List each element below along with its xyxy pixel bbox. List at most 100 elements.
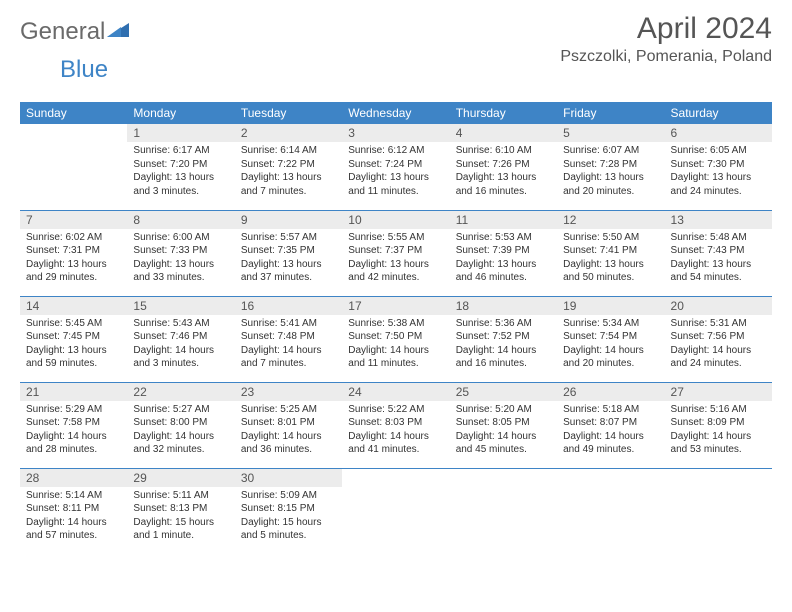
day-body: Sunrise: 5:27 AMSunset: 8:00 PMDaylight:… xyxy=(127,401,234,461)
day-body: Sunrise: 5:16 AMSunset: 8:09 PMDaylight:… xyxy=(665,401,772,461)
sunset-text: Sunset: 7:52 PM xyxy=(456,330,551,344)
day-number: 16 xyxy=(235,297,342,315)
day-body: Sunrise: 6:05 AMSunset: 7:30 PMDaylight:… xyxy=(665,142,772,202)
calendar-week-row: 21Sunrise: 5:29 AMSunset: 7:58 PMDayligh… xyxy=(20,382,772,468)
day-number: 12 xyxy=(557,211,664,229)
day-header: Thursday xyxy=(450,102,557,124)
sunrise-text: Sunrise: 5:43 AM xyxy=(133,317,228,331)
sunrise-text: Sunrise: 5:41 AM xyxy=(241,317,336,331)
daylight-text: Daylight: 14 hours and 53 minutes. xyxy=(671,430,766,457)
sunset-text: Sunset: 7:50 PM xyxy=(348,330,443,344)
day-number: 14 xyxy=(20,297,127,315)
sunset-text: Sunset: 8:05 PM xyxy=(456,416,551,430)
day-body: Sunrise: 5:31 AMSunset: 7:56 PMDaylight:… xyxy=(665,315,772,375)
sunset-text: Sunset: 7:35 PM xyxy=(241,244,336,258)
sunrise-text: Sunrise: 5:16 AM xyxy=(671,403,766,417)
sunset-text: Sunset: 7:28 PM xyxy=(563,158,658,172)
sunrise-text: Sunrise: 5:34 AM xyxy=(563,317,658,331)
daylight-text: Daylight: 14 hours and 3 minutes. xyxy=(133,344,228,371)
day-number: 8 xyxy=(127,211,234,229)
day-header-row: Sunday Monday Tuesday Wednesday Thursday… xyxy=(20,102,772,124)
daylight-text: Daylight: 13 hours and 24 minutes. xyxy=(671,171,766,198)
calendar-day-cell: 9Sunrise: 5:57 AMSunset: 7:35 PMDaylight… xyxy=(235,210,342,296)
day-number: 5 xyxy=(557,124,664,142)
sunset-text: Sunset: 7:37 PM xyxy=(348,244,443,258)
day-number: 1 xyxy=(127,124,234,142)
calendar-day-cell: 17Sunrise: 5:38 AMSunset: 7:50 PMDayligh… xyxy=(342,296,449,382)
sunrise-text: Sunrise: 5:14 AM xyxy=(26,489,121,503)
day-body: Sunrise: 5:11 AMSunset: 8:13 PMDaylight:… xyxy=(127,487,234,547)
day-number: 27 xyxy=(665,383,772,401)
triangle-icon xyxy=(107,21,129,44)
sunset-text: Sunset: 8:07 PM xyxy=(563,416,658,430)
daylight-text: Daylight: 14 hours and 57 minutes. xyxy=(26,516,121,543)
calendar-week-row: 1Sunrise: 6:17 AMSunset: 7:20 PMDaylight… xyxy=(20,124,772,210)
day-body: Sunrise: 5:55 AMSunset: 7:37 PMDaylight:… xyxy=(342,229,449,289)
day-body: Sunrise: 5:25 AMSunset: 8:01 PMDaylight:… xyxy=(235,401,342,461)
calendar-day-cell xyxy=(20,124,127,210)
day-number: 29 xyxy=(127,469,234,487)
day-body: Sunrise: 5:34 AMSunset: 7:54 PMDaylight:… xyxy=(557,315,664,375)
sunset-text: Sunset: 8:09 PM xyxy=(671,416,766,430)
calendar-day-cell: 12Sunrise: 5:50 AMSunset: 7:41 PMDayligh… xyxy=(557,210,664,296)
calendar-day-cell: 2Sunrise: 6:14 AMSunset: 7:22 PMDaylight… xyxy=(235,124,342,210)
day-number: 23 xyxy=(235,383,342,401)
daylight-text: Daylight: 13 hours and 7 minutes. xyxy=(241,171,336,198)
day-body: Sunrise: 5:36 AMSunset: 7:52 PMDaylight:… xyxy=(450,315,557,375)
day-number: 30 xyxy=(235,469,342,487)
sunset-text: Sunset: 7:26 PM xyxy=(456,158,551,172)
day-number: 18 xyxy=(450,297,557,315)
sunrise-text: Sunrise: 5:11 AM xyxy=(133,489,228,503)
day-header: Wednesday xyxy=(342,102,449,124)
calendar-week-row: 28Sunrise: 5:14 AMSunset: 8:11 PMDayligh… xyxy=(20,468,772,554)
sunset-text: Sunset: 8:13 PM xyxy=(133,502,228,516)
day-number: 22 xyxy=(127,383,234,401)
daylight-text: Daylight: 13 hours and 54 minutes. xyxy=(671,258,766,285)
calendar-day-cell: 5Sunrise: 6:07 AMSunset: 7:28 PMDaylight… xyxy=(557,124,664,210)
sunset-text: Sunset: 8:01 PM xyxy=(241,416,336,430)
sunset-text: Sunset: 7:46 PM xyxy=(133,330,228,344)
day-number: 26 xyxy=(557,383,664,401)
calendar-day-cell: 13Sunrise: 5:48 AMSunset: 7:43 PMDayligh… xyxy=(665,210,772,296)
sunrise-text: Sunrise: 5:18 AM xyxy=(563,403,658,417)
day-header: Monday xyxy=(127,102,234,124)
calendar-day-cell: 14Sunrise: 5:45 AMSunset: 7:45 PMDayligh… xyxy=(20,296,127,382)
daylight-text: Daylight: 13 hours and 20 minutes. xyxy=(563,171,658,198)
calendar-day-cell: 30Sunrise: 5:09 AMSunset: 8:15 PMDayligh… xyxy=(235,468,342,554)
daylight-text: Daylight: 13 hours and 42 minutes. xyxy=(348,258,443,285)
sunset-text: Sunset: 7:22 PM xyxy=(241,158,336,172)
calendar-day-cell: 23Sunrise: 5:25 AMSunset: 8:01 PMDayligh… xyxy=(235,382,342,468)
day-body: Sunrise: 5:41 AMSunset: 7:48 PMDaylight:… xyxy=(235,315,342,375)
calendar-day-cell: 10Sunrise: 5:55 AMSunset: 7:37 PMDayligh… xyxy=(342,210,449,296)
day-number: 10 xyxy=(342,211,449,229)
day-number: 21 xyxy=(20,383,127,401)
day-number: 4 xyxy=(450,124,557,142)
day-body: Sunrise: 5:43 AMSunset: 7:46 PMDaylight:… xyxy=(127,315,234,375)
daylight-text: Daylight: 13 hours and 37 minutes. xyxy=(241,258,336,285)
calendar-day-cell xyxy=(557,468,664,554)
calendar-day-cell xyxy=(665,468,772,554)
calendar-week-row: 14Sunrise: 5:45 AMSunset: 7:45 PMDayligh… xyxy=(20,296,772,382)
day-number: 17 xyxy=(342,297,449,315)
daylight-text: Daylight: 14 hours and 28 minutes. xyxy=(26,430,121,457)
calendar-day-cell: 3Sunrise: 6:12 AMSunset: 7:24 PMDaylight… xyxy=(342,124,449,210)
daylight-text: Daylight: 13 hours and 50 minutes. xyxy=(563,258,658,285)
day-body: Sunrise: 6:02 AMSunset: 7:31 PMDaylight:… xyxy=(20,229,127,289)
day-body: Sunrise: 5:45 AMSunset: 7:45 PMDaylight:… xyxy=(20,315,127,375)
sunrise-text: Sunrise: 6:10 AM xyxy=(456,144,551,158)
day-number: 3 xyxy=(342,124,449,142)
sunset-text: Sunset: 7:20 PM xyxy=(133,158,228,172)
sunrise-text: Sunrise: 5:45 AM xyxy=(26,317,121,331)
sunrise-text: Sunrise: 5:20 AM xyxy=(456,403,551,417)
sunrise-text: Sunrise: 6:14 AM xyxy=(241,144,336,158)
sunset-text: Sunset: 7:33 PM xyxy=(133,244,228,258)
sunset-text: Sunset: 7:24 PM xyxy=(348,158,443,172)
sunrise-text: Sunrise: 5:57 AM xyxy=(241,231,336,245)
daylight-text: Daylight: 13 hours and 11 minutes. xyxy=(348,171,443,198)
calendar-day-cell: 21Sunrise: 5:29 AMSunset: 7:58 PMDayligh… xyxy=(20,382,127,468)
daylight-text: Daylight: 13 hours and 3 minutes. xyxy=(133,171,228,198)
calendar-table: Sunday Monday Tuesday Wednesday Thursday… xyxy=(20,102,772,554)
sunset-text: Sunset: 7:43 PM xyxy=(671,244,766,258)
day-body: Sunrise: 5:29 AMSunset: 7:58 PMDaylight:… xyxy=(20,401,127,461)
calendar-day-cell: 8Sunrise: 6:00 AMSunset: 7:33 PMDaylight… xyxy=(127,210,234,296)
